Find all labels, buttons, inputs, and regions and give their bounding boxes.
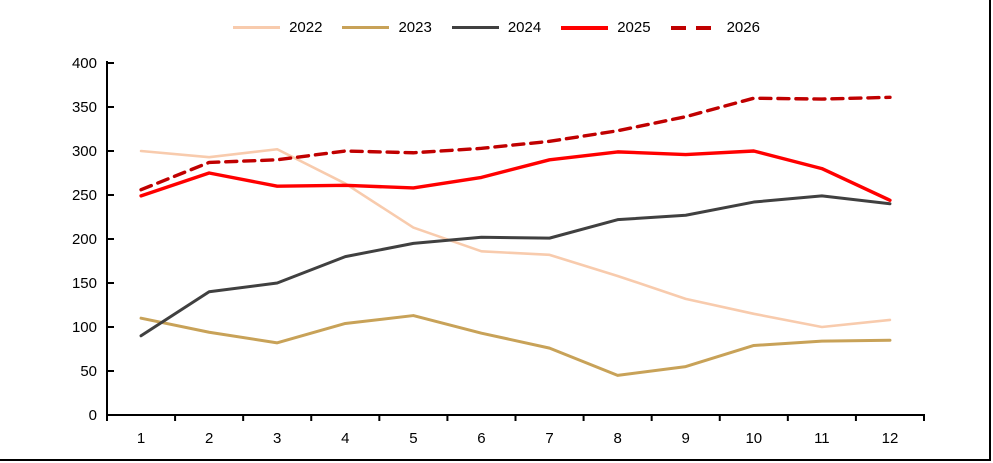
y-axis-tick-label: 150 [72, 275, 97, 292]
x-axis-tick-label: 9 [682, 430, 690, 447]
legend-item-2026[interactable]: 2026 [670, 19, 760, 36]
series-line-2024[interactable] [139, 194, 892, 338]
y-axis-tick-label: 350 [72, 99, 97, 116]
legend-swatch-2022-icon [233, 26, 281, 29]
legend-swatch-2025-icon [561, 25, 609, 30]
legend-label-2026: 2026 [726, 19, 760, 36]
legend-label-2023: 2023 [398, 19, 432, 36]
y-axis-tick-label: 0 [89, 407, 97, 424]
x-axis-tick-label: 8 [613, 430, 621, 447]
x-axis-tick-label: 11 [814, 430, 830, 447]
legend-label-2025: 2025 [617, 19, 651, 36]
legend-swatch-2023-icon [342, 26, 390, 29]
chart-legend: 2022 2023 2024 2025 2026 [0, 20, 993, 35]
x-axis-tick-label: 6 [477, 430, 485, 447]
x-axis-tick-label: 4 [341, 430, 349, 447]
y-axis-tick-label: 250 [72, 187, 97, 204]
series-line-2022[interactable] [139, 147, 892, 329]
y-axis-tick-label: 400 [72, 55, 97, 72]
y-axis-tick-label: 100 [72, 319, 97, 336]
legend-item-2024[interactable]: 2024 [451, 19, 542, 36]
y-axis-tick-label: 300 [72, 143, 97, 160]
x-axis-tick-label: 2 [205, 430, 213, 447]
series-line-2025[interactable] [139, 149, 892, 202]
legend-swatch-2026-icon [670, 25, 718, 30]
x-axis-tick-label: 7 [545, 430, 553, 447]
y-axis-tick-label: 200 [72, 231, 97, 248]
legend-label-2022: 2022 [289, 19, 323, 36]
x-axis-tick-label: 5 [409, 430, 417, 447]
series-line-2026[interactable] [139, 95, 892, 192]
legend-label-2024: 2024 [507, 19, 542, 36]
x-axis-tick-label: 10 [745, 430, 762, 447]
legend-item-2022[interactable]: 2022 [233, 20, 322, 35]
x-axis-tick-label: 3 [273, 430, 281, 447]
legend-swatch-2024-icon [451, 26, 499, 29]
series-line-2023[interactable] [139, 314, 892, 377]
x-axis-tick-label: 1 [137, 430, 145, 447]
x-axis-tick-label: 12 [882, 430, 899, 447]
legend-item-2023[interactable]: 2023 [342, 19, 432, 36]
legend-item-2025[interactable]: 2025 [561, 19, 651, 36]
y-axis-tick-label: 50 [80, 363, 97, 380]
